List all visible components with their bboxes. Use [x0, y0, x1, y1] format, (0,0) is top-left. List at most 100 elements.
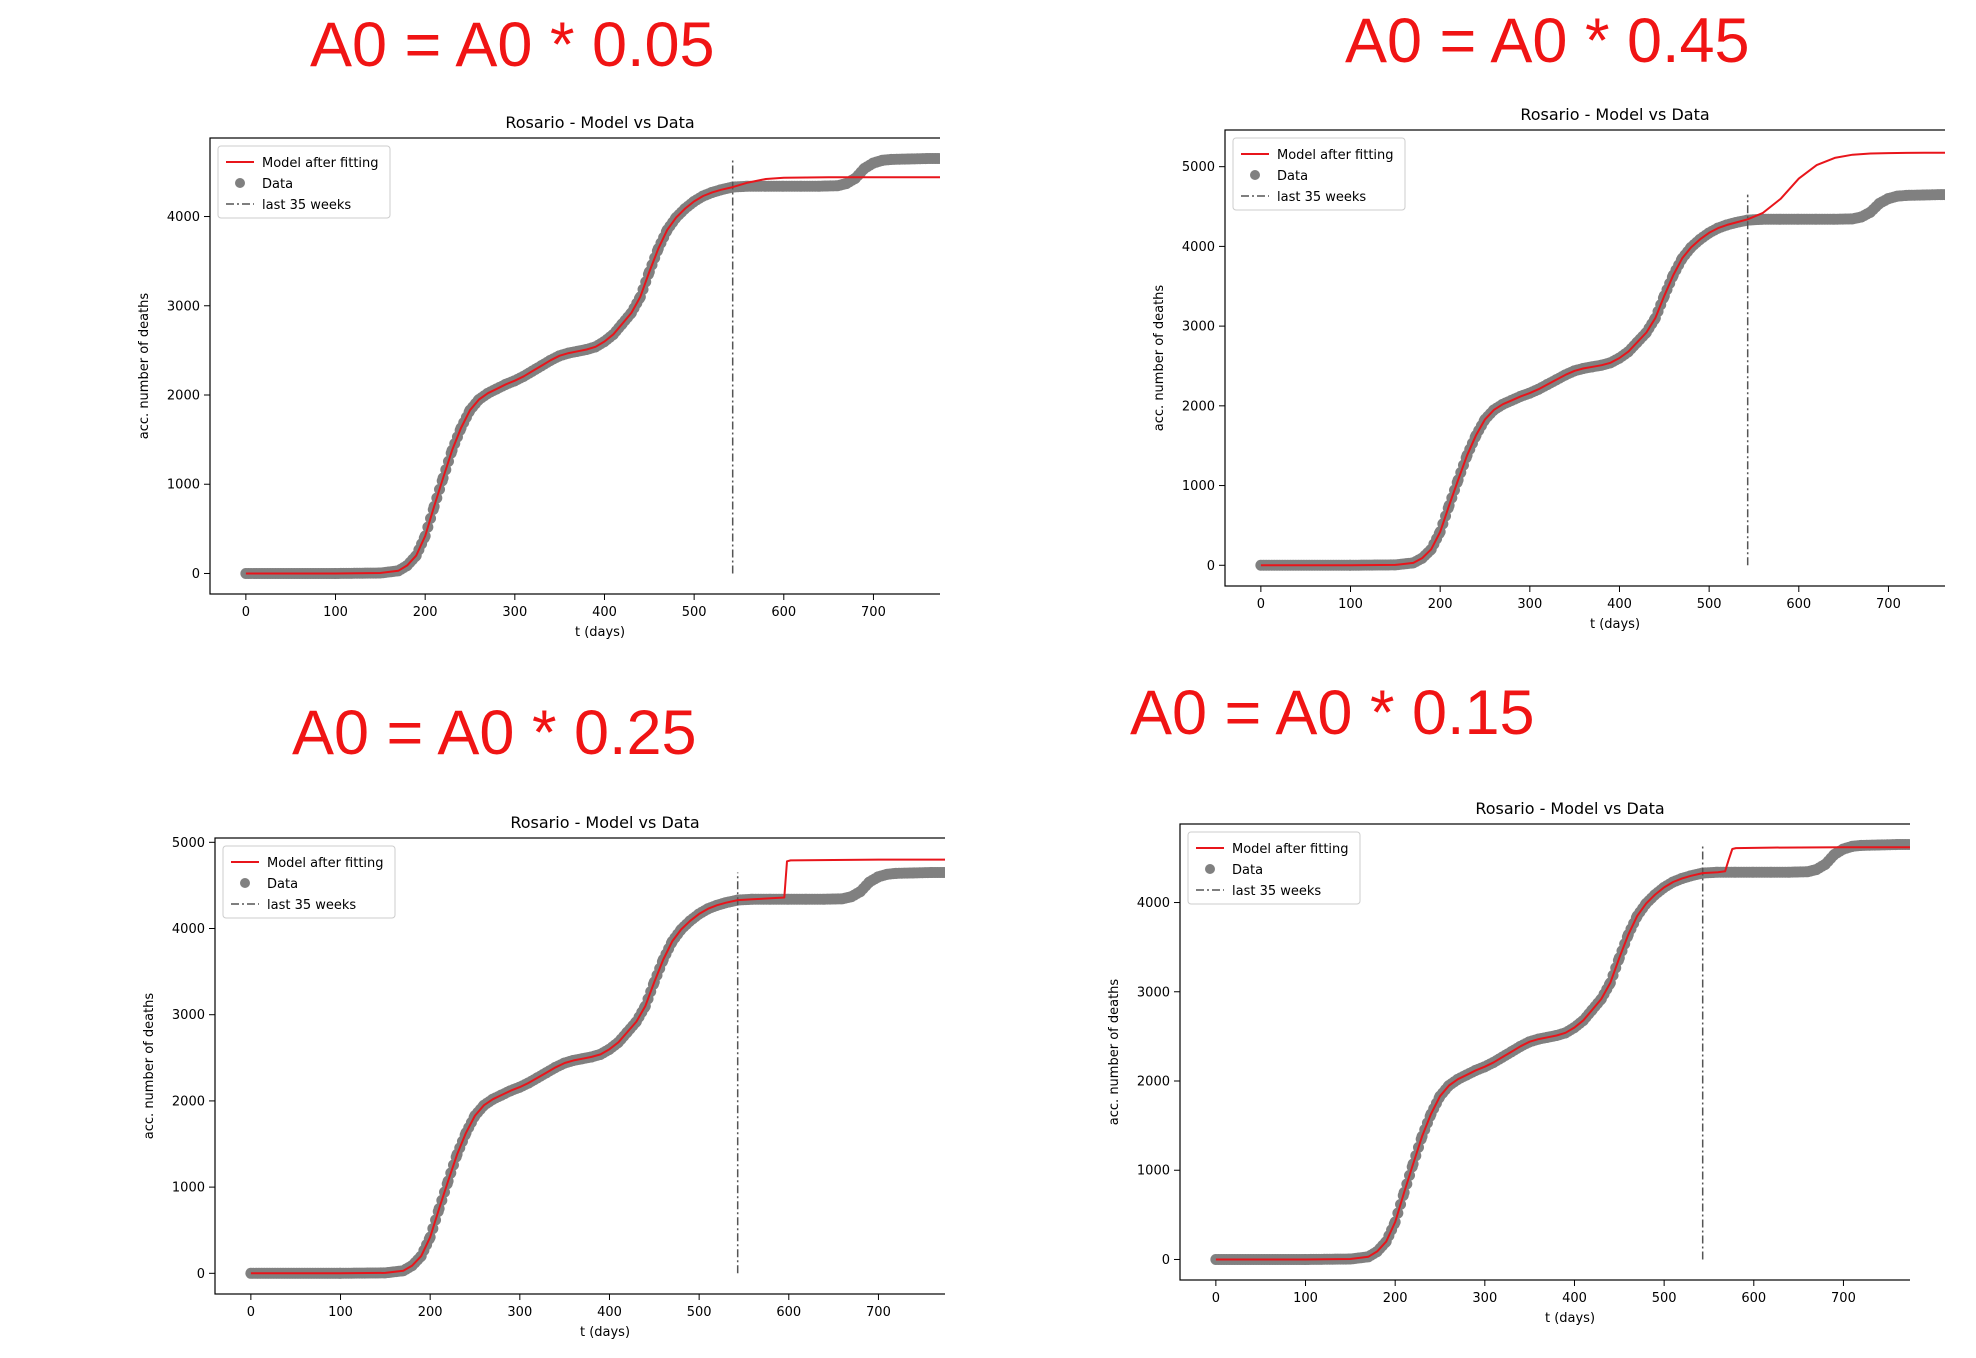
x-axis-label: t (days): [580, 1325, 630, 1340]
y-tick-label: 2000: [172, 1094, 205, 1109]
data-series: [1255, 189, 1945, 571]
x-tick-label: 500: [687, 1305, 712, 1320]
legend: Model after fitting Data last 35 weeks: [1233, 138, 1405, 210]
y-tick-label: 4000: [1182, 240, 1215, 255]
chart-panel: Rosario - Model vs Data 0 100 200 300 400 500 6…: [75, 808, 945, 1358]
x-tick-label: 0: [1212, 1291, 1220, 1306]
x-tick-label: 300: [507, 1305, 532, 1320]
legend-entry: last 35 weeks: [262, 198, 351, 213]
y-tick-label: 5000: [1182, 160, 1215, 175]
y-tick-label: 1000: [167, 478, 200, 493]
y-tick-label: 5000: [172, 836, 205, 851]
y-tick-label: 0: [197, 1267, 205, 1282]
chart-title: Rosario - Model vs Data: [510, 813, 699, 832]
x-tick-label: 700: [1876, 597, 1901, 612]
x-tick-label: 400: [1607, 597, 1632, 612]
x-tick-label: 500: [1697, 597, 1722, 612]
y-tick-label: 4000: [1137, 896, 1170, 911]
model-line: [246, 177, 940, 573]
x-tick-label: 400: [597, 1305, 622, 1320]
legend: Model after fitting Data last 35 weeks: [218, 146, 390, 218]
y-axis-label: acc. number of deaths: [1152, 285, 1167, 432]
x-axis-label: t (days): [1545, 1311, 1595, 1326]
chart-panel: Rosario - Model vs Data 0 100 200 300 400 500 6…: [1075, 100, 1945, 650]
x-tick-label: 400: [1562, 1291, 1587, 1306]
y-tick-label: 3000: [1137, 985, 1170, 1000]
x-tick-label: 700: [1831, 1291, 1856, 1306]
plot-area: [1255, 153, 1945, 571]
model-line: [1216, 847, 1910, 1259]
y-tick-label: 2000: [1137, 1075, 1170, 1090]
chart-panel: Rosario - Model vs Data 0 100 200 300 400 500 6…: [70, 108, 940, 658]
x-tick-label: 600: [776, 1305, 801, 1320]
panel-heading: A0 = A0 * 0.45: [1345, 10, 1750, 73]
x-tick-label: 600: [1741, 1291, 1766, 1306]
panel-heading: A0 = A0 * 0.25: [292, 702, 697, 765]
y-axis-label: acc. number of deaths: [142, 993, 157, 1140]
legend-entry: last 35 weeks: [1232, 884, 1321, 899]
legend-entry: Data: [1277, 169, 1308, 184]
x-axis-label: t (days): [575, 625, 625, 640]
x-tick-label: 400: [592, 605, 617, 620]
y-tick-label: 0: [192, 567, 200, 582]
x-tick-label: 600: [771, 605, 796, 620]
legend-data-swatch: [235, 178, 245, 188]
x-tick-label: 200: [1428, 597, 1453, 612]
y-tick-label: 2000: [1182, 399, 1215, 414]
legend: Model after fitting Data last 35 weeks: [1188, 832, 1360, 904]
legend-data-swatch: [1250, 170, 1260, 180]
chart-title: Rosario - Model vs Data: [505, 113, 694, 132]
legend-entry: last 35 weeks: [1277, 190, 1366, 205]
legend-entry: Model after fitting: [267, 856, 384, 871]
x-tick-label: 700: [861, 605, 886, 620]
x-tick-label: 200: [413, 605, 438, 620]
x-tick-label: 600: [1786, 597, 1811, 612]
x-tick-label: 0: [247, 1305, 255, 1320]
x-tick-label: 200: [1383, 1291, 1408, 1306]
x-tick-label: 100: [1338, 597, 1363, 612]
legend-entry: Model after fitting: [1277, 148, 1394, 163]
y-tick-label: 1000: [1182, 479, 1215, 494]
legend-entry: Data: [262, 177, 293, 192]
panel-heading: A0 = A0 * 0.05: [310, 14, 715, 77]
y-tick-label: 3000: [172, 1008, 205, 1023]
y-tick-label: 4000: [167, 210, 200, 225]
legend-entry: Model after fitting: [262, 156, 379, 171]
chart-title: Rosario - Model vs Data: [1520, 105, 1709, 124]
x-tick-label: 300: [502, 605, 527, 620]
chart-title: Rosario - Model vs Data: [1475, 799, 1664, 818]
x-axis-label: t (days): [1590, 617, 1640, 632]
y-tick-label: 0: [1162, 1253, 1170, 1268]
x-tick-label: 700: [866, 1305, 891, 1320]
x-tick-label: 100: [328, 1305, 353, 1320]
panel-heading: A0 = A0 * 0.15: [1130, 682, 1535, 745]
y-tick-label: 0: [1207, 559, 1215, 574]
chart-panel: Rosario - Model vs Data 0 100 200 300 400 500 6…: [1040, 794, 1910, 1344]
x-tick-label: 0: [1257, 597, 1265, 612]
y-tick-label: 4000: [172, 922, 205, 937]
x-tick-label: 200: [418, 1305, 443, 1320]
legend: Model after fitting Data last 35 weeks: [223, 846, 395, 918]
x-tick-label: 100: [1293, 1291, 1318, 1306]
legend-entry: Model after fitting: [1232, 842, 1349, 857]
x-tick-label: 500: [1652, 1291, 1677, 1306]
x-tick-label: 500: [682, 605, 707, 620]
legend-entry: last 35 weeks: [267, 898, 356, 913]
legend-data-swatch: [240, 878, 250, 888]
y-axis-label: acc. number of deaths: [137, 293, 152, 440]
x-tick-label: 300: [1517, 597, 1542, 612]
x-tick-label: 0: [242, 605, 250, 620]
x-tick-label: 100: [323, 605, 348, 620]
model-line: [251, 860, 945, 1274]
y-tick-label: 3000: [1182, 320, 1215, 335]
y-axis-label: acc. number of deaths: [1107, 979, 1122, 1126]
data-series: [245, 867, 945, 1279]
legend-entry: Data: [1232, 863, 1263, 878]
plot-area: [245, 860, 945, 1279]
x-tick-label: 300: [1472, 1291, 1497, 1306]
y-tick-label: 1000: [172, 1181, 205, 1196]
y-tick-label: 3000: [167, 299, 200, 314]
y-tick-label: 2000: [167, 389, 200, 404]
legend-entry: Data: [267, 877, 298, 892]
